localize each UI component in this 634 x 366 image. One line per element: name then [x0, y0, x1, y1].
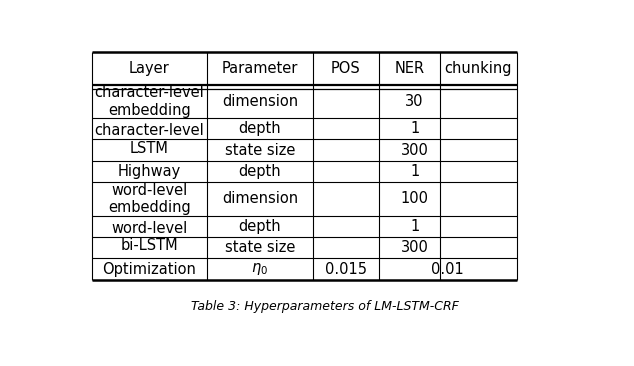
Text: 30: 30 — [405, 94, 424, 109]
Text: Optimization: Optimization — [102, 262, 196, 277]
Text: word-level
bi-LSTM: word-level bi-LSTM — [111, 221, 188, 253]
Text: 0.01: 0.01 — [431, 262, 464, 277]
Text: depth: depth — [238, 121, 281, 136]
Text: depth: depth — [238, 164, 281, 179]
Text: chunking: chunking — [444, 61, 512, 76]
Text: state size: state size — [224, 240, 295, 255]
Text: 300: 300 — [401, 143, 429, 158]
Text: 0.015: 0.015 — [325, 262, 367, 277]
Text: 1: 1 — [410, 219, 419, 234]
Text: depth: depth — [238, 219, 281, 234]
Text: dimension: dimension — [222, 191, 298, 206]
Text: Layer: Layer — [129, 61, 170, 76]
Text: Highway: Highway — [118, 164, 181, 179]
Text: Table 3: Hyperparameters of LM-LSTM-CRF: Table 3: Hyperparameters of LM-LSTM-CRF — [191, 299, 459, 313]
Text: Parameter: Parameter — [222, 61, 298, 76]
Text: word-level
embedding: word-level embedding — [108, 183, 191, 215]
Text: dimension: dimension — [222, 94, 298, 109]
Text: NER: NER — [394, 61, 425, 76]
Text: POS: POS — [331, 61, 361, 76]
Text: state size: state size — [224, 143, 295, 158]
Text: $\eta_0$: $\eta_0$ — [251, 261, 268, 277]
Text: character-level
LSTM: character-level LSTM — [94, 123, 204, 156]
Text: 100: 100 — [401, 191, 429, 206]
Text: 300: 300 — [401, 240, 429, 255]
Text: character-level
embedding: character-level embedding — [94, 85, 204, 117]
Text: 1: 1 — [410, 164, 419, 179]
Text: 1: 1 — [410, 121, 419, 136]
